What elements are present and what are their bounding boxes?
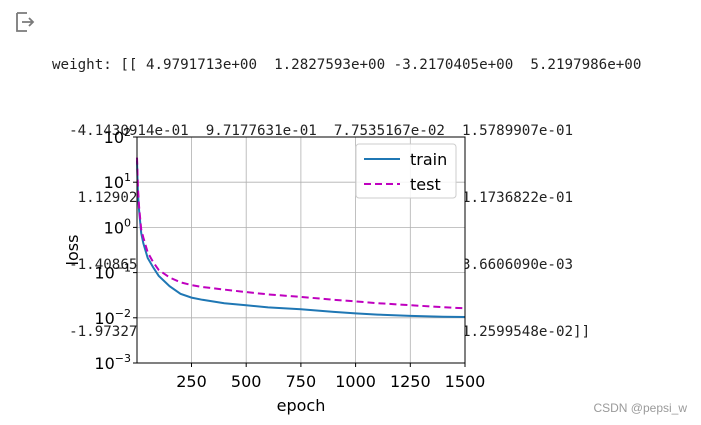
y-axis-label: loss	[63, 235, 82, 266]
legend-label-test: test	[410, 175, 441, 194]
y-tick-label: 10−2	[94, 307, 131, 328]
series-line-train	[136, 160, 466, 318]
x-axis-label: epoch	[277, 396, 326, 415]
y-tick-label: 102	[104, 126, 131, 147]
output-line: -4.1430914e-01 9.7177631e-01 7.7535167e-…	[52, 123, 574, 140]
x-tick-label: 750	[286, 372, 317, 391]
legend-label-train: train	[410, 150, 447, 169]
y-tick-label: 100	[104, 216, 131, 237]
x-tick-label: 500	[231, 372, 262, 391]
y-tick-label: 10−3	[94, 352, 131, 373]
y-tick-label: 101	[104, 171, 131, 192]
x-tick-label: 1500	[445, 372, 486, 391]
output-line: weight: [[ 4.9791713e+00 1.2827593e+00 -…	[52, 56, 642, 73]
series-line-test	[136, 157, 466, 310]
y-tick-label: 10−1	[94, 262, 131, 283]
watermark: CSDN @pepsi_w	[593, 401, 687, 415]
x-tick-label: 1000	[335, 372, 376, 391]
x-tick-label: 250	[176, 372, 207, 391]
output-arrow-icon[interactable]	[14, 11, 36, 33]
x-tick-label: 1250	[390, 372, 431, 391]
